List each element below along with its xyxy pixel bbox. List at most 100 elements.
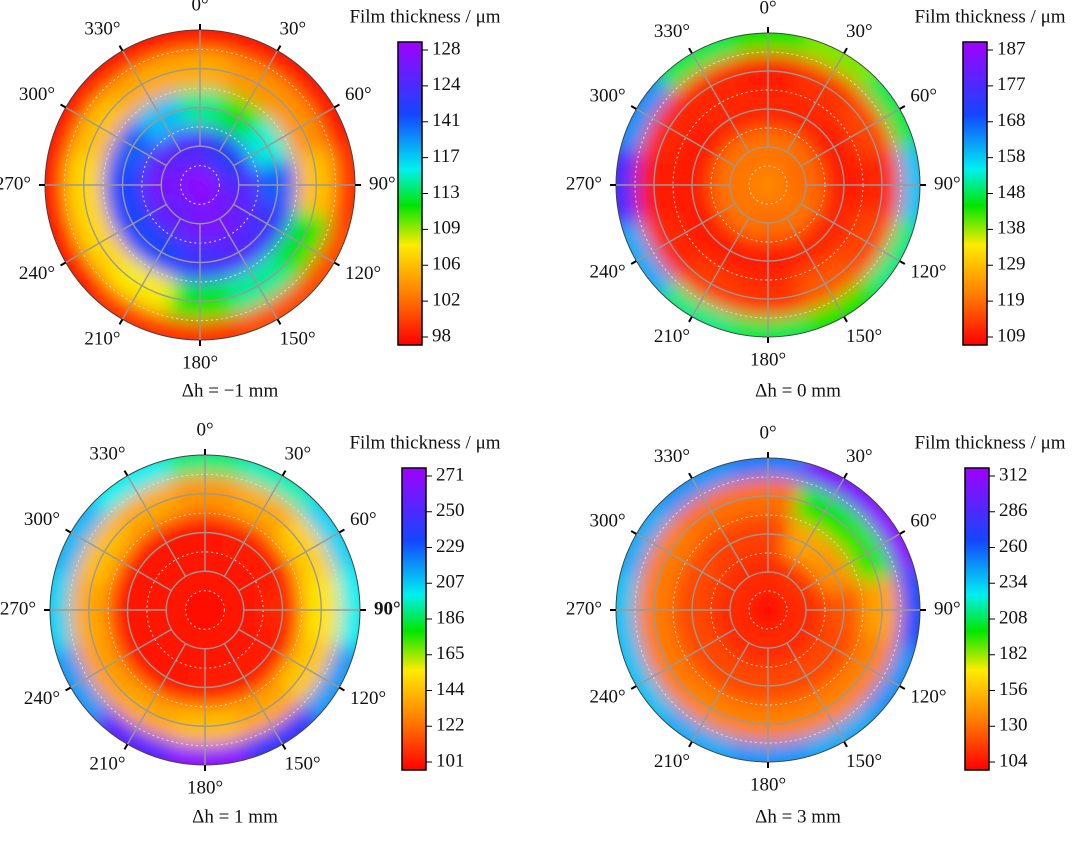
colorbar-label: 141 bbox=[432, 110, 461, 131]
angle-tick bbox=[276, 318, 282, 325]
caption: Δh = 3 mm bbox=[755, 806, 841, 827]
grid-spoke bbox=[121, 50, 182, 152]
grid-spoke bbox=[65, 203, 167, 264]
colorbar-label: 186 bbox=[436, 607, 465, 628]
colorbar-label: 124 bbox=[432, 74, 461, 95]
angle-tick bbox=[630, 105, 637, 110]
colorbar-label: 102 bbox=[432, 289, 461, 310]
angle-label: 210° bbox=[89, 753, 125, 774]
angle-label: 150° bbox=[846, 751, 882, 772]
grid-spoke bbox=[238, 628, 340, 689]
angle-label: 240° bbox=[24, 688, 60, 709]
angle-tick bbox=[899, 105, 906, 110]
angle-tick bbox=[118, 45, 124, 52]
grid-spoke bbox=[800, 203, 900, 262]
angle-tick bbox=[60, 103, 67, 109]
angle-label: 150° bbox=[285, 753, 321, 774]
colorbar-label: 168 bbox=[997, 110, 1026, 131]
colorbar-label: 177 bbox=[997, 74, 1026, 95]
grid-spoke bbox=[786, 642, 845, 742]
colorbar-label: 260 bbox=[999, 536, 1028, 557]
caption: Δh = −1 mm bbox=[182, 380, 279, 401]
angle-tick bbox=[630, 530, 637, 535]
angle-tick bbox=[688, 316, 693, 323]
angle-tick bbox=[60, 261, 67, 267]
angle-label: 210° bbox=[84, 328, 120, 349]
grid-spoke bbox=[233, 106, 335, 167]
colorbar-label: 122 bbox=[436, 715, 465, 736]
angle-tick bbox=[123, 470, 129, 477]
colorbar-label: 109 bbox=[432, 218, 461, 239]
colorbar-label: 148 bbox=[997, 182, 1026, 203]
angle-label: 120° bbox=[345, 263, 381, 284]
angle-label: 0° bbox=[196, 419, 213, 440]
grid-spoke bbox=[636, 533, 736, 592]
angle-label: 210° bbox=[654, 326, 690, 347]
angle-tick bbox=[333, 103, 340, 109]
angle-label: 270° bbox=[0, 598, 36, 619]
angle-label: 330° bbox=[89, 443, 125, 464]
colorbar-label: 156 bbox=[999, 679, 1028, 700]
angle-tick bbox=[688, 472, 693, 479]
angle-label: 60° bbox=[910, 85, 937, 106]
angle-label: 120° bbox=[910, 686, 946, 707]
angle-tick bbox=[688, 741, 693, 748]
colorbar-label: 271 bbox=[436, 464, 465, 485]
colorbar-label: 234 bbox=[999, 572, 1028, 593]
grid-spoke bbox=[636, 628, 736, 687]
angle-label: 300° bbox=[589, 510, 625, 531]
angle-tick bbox=[899, 685, 906, 690]
colorbar-label: 128 bbox=[432, 38, 461, 59]
angle-label: 330° bbox=[654, 446, 690, 467]
colorbar-label: 138 bbox=[997, 218, 1026, 239]
colorbar-label: 187 bbox=[997, 38, 1026, 59]
colorbar-label: 286 bbox=[999, 500, 1028, 521]
angle-label: 240° bbox=[19, 263, 55, 284]
angle-label: 300° bbox=[19, 84, 55, 105]
angle-label: 300° bbox=[589, 85, 625, 106]
caption: Δh = 0 mm bbox=[755, 380, 841, 401]
grid-spoke bbox=[126, 643, 187, 745]
angle-tick bbox=[338, 686, 345, 692]
angle-label: 270° bbox=[566, 173, 602, 194]
angle-label: 0° bbox=[759, 422, 776, 443]
colorbar-label: 312 bbox=[999, 464, 1028, 485]
colorbar-label: 117 bbox=[432, 146, 460, 167]
colorbar-label: 129 bbox=[997, 254, 1026, 275]
colorbar-title: Film thickness / μm bbox=[914, 432, 1065, 453]
colorbar-label: 109 bbox=[997, 325, 1026, 346]
grid-spoke bbox=[691, 217, 750, 317]
angle-tick bbox=[630, 685, 637, 690]
grid-spoke bbox=[70, 531, 172, 592]
colorbar-label: 98 bbox=[432, 325, 451, 346]
angle-tick bbox=[276, 45, 282, 52]
angle-label: 180° bbox=[187, 777, 223, 798]
angle-tick bbox=[281, 743, 287, 750]
angle-tick bbox=[843, 316, 848, 323]
grid-spoke bbox=[233, 203, 335, 264]
polar-plot: 0° 30° 60° 90° 120° 150° 180° 210° 240° 270° 300° 3… bbox=[0, 0, 501, 401]
grid-spoke bbox=[800, 628, 900, 687]
colorbar-label: 106 bbox=[432, 254, 461, 275]
grid-spoke bbox=[800, 533, 900, 592]
angle-tick bbox=[123, 743, 129, 750]
angle-label: 180° bbox=[750, 774, 786, 795]
colorbar bbox=[964, 467, 990, 771]
angle-label: 60° bbox=[345, 84, 372, 105]
angle-label: 120° bbox=[910, 261, 946, 282]
angle-label: 300° bbox=[24, 509, 60, 530]
colorbar-title: Film thickness / μm bbox=[349, 432, 500, 453]
angle-label: 90° bbox=[374, 598, 401, 619]
grid-ring-minor bbox=[180, 165, 220, 205]
angle-label: 30° bbox=[846, 446, 873, 467]
colorbar bbox=[962, 41, 988, 346]
angle-tick bbox=[688, 47, 693, 54]
grid-spoke bbox=[786, 478, 845, 578]
colorbar-title: Film thickness / μm bbox=[349, 6, 500, 27]
colorbar-label: 104 bbox=[999, 750, 1028, 771]
angle-label: 180° bbox=[182, 352, 218, 373]
polar-plot: 0° 30° 60° 90° 120° 150° 180° 210° 240° 270° 300° 3… bbox=[566, 0, 1066, 401]
angle-tick bbox=[281, 470, 287, 477]
grid-spoke bbox=[223, 643, 284, 745]
grid-spoke bbox=[691, 53, 750, 153]
